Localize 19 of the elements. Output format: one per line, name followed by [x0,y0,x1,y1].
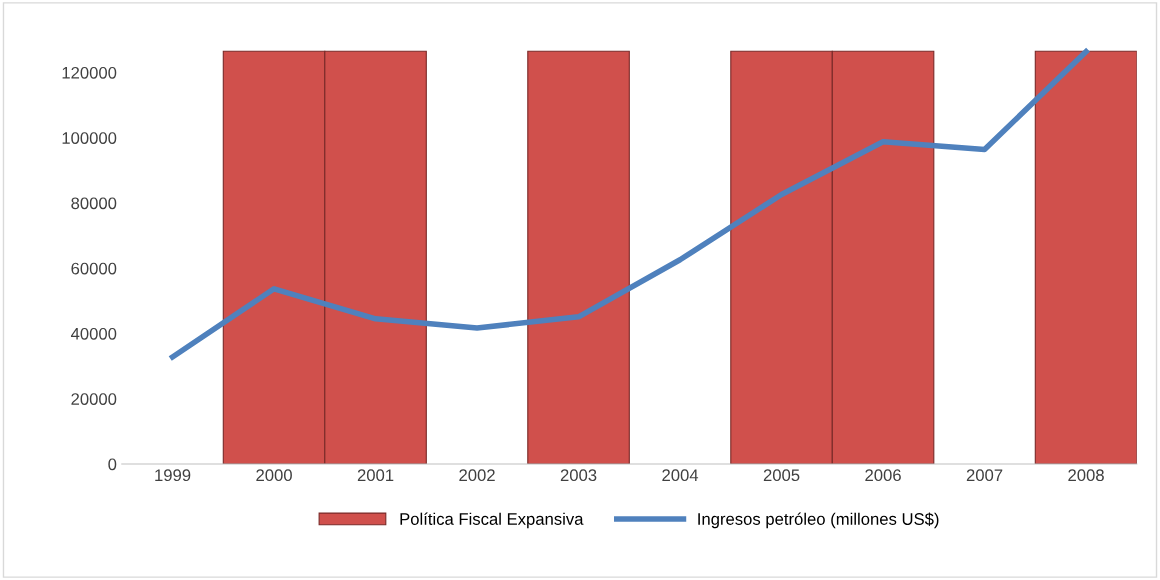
x-tick-label: 2006 [865,469,901,482]
y-tick-label: 0 [108,458,117,471]
x-tick-label: 2002 [459,469,495,482]
x-tick-label: 2001 [357,469,394,482]
y-tick-label: 40000 [70,327,117,340]
y-tick-label: 20000 [71,393,117,405]
y-tick-label: 100000 [62,132,117,144]
x-tick-label: 2004 [662,469,699,482]
y-tick-label: 80000 [71,197,117,210]
y-tick-label: 60000 [71,262,117,275]
x-tick-label: 2007 [966,469,1003,482]
x-tick-label: 1999 [155,469,191,482]
x-tick-label: 2005 [763,469,800,482]
legend-label: Ingresos petróleo (millones US$) [698,512,939,529]
legend-label: Política Fiscal Expansiva [400,512,584,529]
x-tick-label: 2003 [560,469,597,482]
x-tick-label: 2000 [256,469,292,482]
y-tick-label: 120000 [62,66,117,79]
x-tick-label: 2008 [1068,469,1104,482]
